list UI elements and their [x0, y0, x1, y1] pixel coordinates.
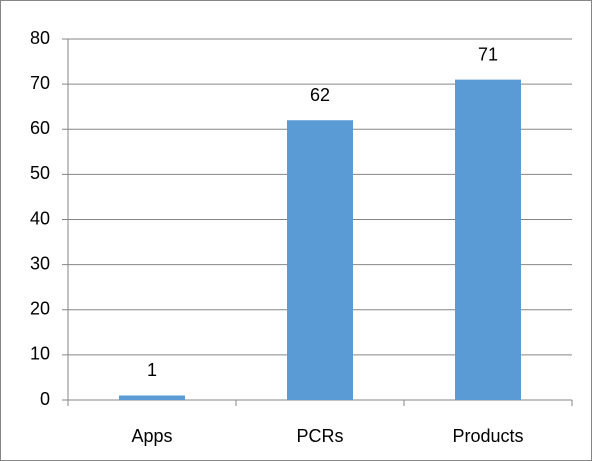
y-tick-label: 60: [30, 118, 50, 138]
bar: [455, 79, 521, 401]
data-label: 71: [478, 44, 498, 64]
y-tick-label: 80: [30, 28, 50, 48]
y-tick-label: 50: [30, 163, 50, 183]
y-tick-label: 40: [30, 208, 50, 228]
y-tick-label: 70: [30, 73, 50, 93]
x-tick-label: PCRs: [296, 426, 343, 446]
data-label: 62: [310, 85, 330, 105]
x-tick-label: Apps: [131, 426, 172, 446]
y-tick-label: 10: [30, 344, 50, 364]
bar: [119, 395, 185, 400]
bar: [287, 120, 353, 400]
y-tick-label: 20: [30, 299, 50, 319]
x-tick-label: Products: [452, 426, 523, 446]
y-tick-label: 30: [30, 253, 50, 273]
y-tick-label: 0: [40, 389, 50, 409]
data-label: 1: [147, 360, 157, 380]
